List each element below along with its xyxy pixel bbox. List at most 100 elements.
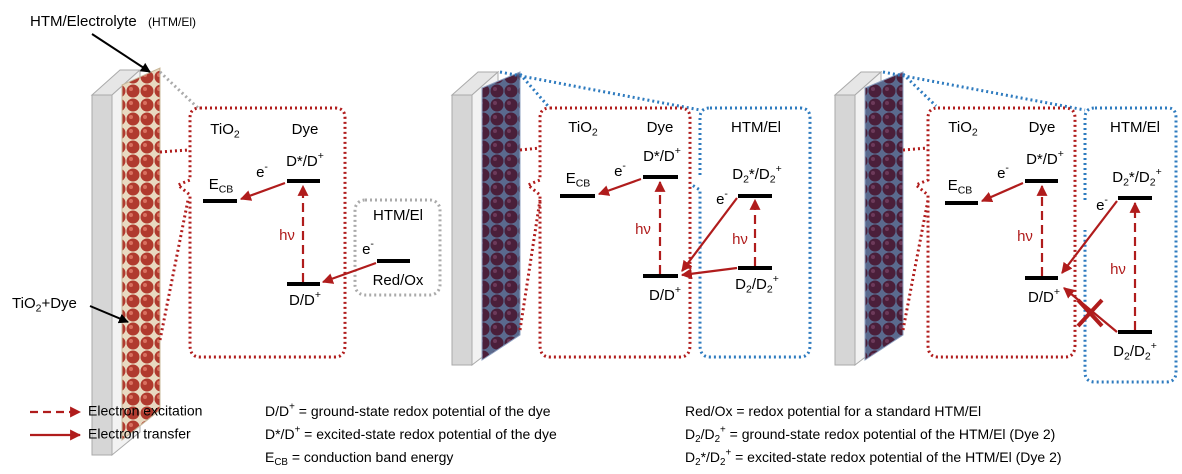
script-text: 2 [720, 457, 725, 468]
script-text: - [724, 188, 728, 200]
text-part: D/D [265, 403, 289, 419]
script-text: - [622, 160, 626, 172]
script-text: + [1058, 148, 1064, 160]
text-part: = ground-state redox potential of the dy… [295, 403, 551, 419]
text-part: D*/D [1026, 151, 1058, 168]
text-part: */D [749, 166, 770, 183]
script-text: 2 [770, 173, 776, 185]
arrows [30, 34, 1135, 435]
htm-el: HTM/El [1110, 119, 1160, 136]
text-part: E [209, 176, 219, 193]
definition: ECB = conduction band energy [265, 449, 453, 468]
text-part: E [265, 449, 274, 465]
script-text: CB [576, 177, 591, 189]
text-part: /D [701, 426, 715, 442]
script-text: + [1054, 286, 1060, 298]
text-part: TiO [12, 295, 36, 312]
script-text: - [264, 161, 268, 173]
dye: Dye [1029, 119, 1056, 136]
d2star: D2*/D2+ [732, 163, 782, 186]
redox: Red/Ox [373, 272, 424, 289]
text-part: D*/D [286, 153, 318, 170]
script-text: 2 [592, 126, 598, 138]
script-text: + [675, 284, 681, 296]
d: D/D+ [289, 289, 321, 309]
text-part: D [685, 426, 695, 442]
text-part: D/D [289, 292, 315, 309]
text-part: /D [752, 276, 767, 293]
text-part: e [256, 164, 264, 181]
text-part: = ground-state redox potential of the HT… [726, 426, 1056, 442]
script-text: 2 [715, 434, 720, 445]
d2: D2/D2+ [735, 273, 779, 296]
tio2: TiO2 [568, 119, 598, 138]
definition: D/D+ = ground-state redox potential of t… [265, 401, 551, 419]
script-text: 2 [972, 126, 978, 138]
ecb: ECB [566, 170, 591, 189]
text-part: */D [701, 449, 720, 465]
dye-box [178, 108, 345, 357]
d: D/D+ [1028, 286, 1060, 306]
tio2: TiO2 [210, 121, 240, 140]
hv-dye: hν [1017, 228, 1033, 245]
text-part: D/D [649, 287, 675, 304]
legend-label: Electron transfer [88, 426, 191, 442]
dstar: D*/D+ [643, 145, 681, 165]
text-part: */D [1129, 169, 1150, 186]
definition: D*/D+ = excited-state redox potential of… [265, 424, 557, 442]
dstar: D*/D+ [1026, 148, 1064, 168]
script-text: + [318, 150, 324, 162]
d: D/D+ [649, 284, 681, 304]
text-part: e [362, 241, 370, 258]
e-htm: e- [716, 188, 728, 208]
dye: Dye [647, 119, 674, 136]
text-part: e [997, 165, 1005, 182]
text-part: E [566, 170, 576, 187]
ecb: ECB [948, 177, 973, 196]
e-dye: e- [256, 161, 268, 181]
script-text: CB [958, 184, 973, 196]
device-label: TiO2+Dye [12, 295, 77, 314]
legend-label: Electron excitation [88, 403, 202, 419]
text-part: = excited-state redox potential of the d… [300, 426, 557, 442]
text-part: D [1113, 343, 1124, 360]
text-part: D*/D [265, 426, 295, 442]
script-text: 2 [1145, 350, 1151, 362]
e-htm: e- [1096, 194, 1108, 214]
text-part: TiO [210, 121, 234, 138]
text-part: = conduction band energy [288, 449, 453, 465]
script-text: 2 [1150, 176, 1156, 188]
device [452, 72, 700, 365]
text-part: D [732, 166, 743, 183]
text-part: Red/Ox = redox potential for a standard … [685, 403, 981, 419]
tio2: TiO2 [948, 119, 978, 138]
script-text: - [1104, 194, 1108, 206]
text-part: TiO [568, 119, 592, 136]
htm-el: HTM/El [373, 207, 423, 224]
ecb: ECB [209, 176, 234, 195]
e-dye: e- [997, 162, 1009, 182]
script-text: + [776, 163, 782, 175]
definition: D2/D2+ = ground-state redox potential of… [685, 424, 1055, 445]
e-dye: e- [614, 160, 626, 180]
hv-dye: hν [279, 227, 295, 244]
text-part: /D [1130, 343, 1145, 360]
diagram: HTM/Electrolyte(HTM/El)TiO2+DyeTiO2DyeEC… [0, 0, 1182, 469]
script-text: 2 [767, 283, 773, 295]
e-htm: e- [362, 238, 374, 258]
script-text: + [675, 145, 681, 157]
device [835, 72, 1085, 365]
text-part: e [614, 163, 622, 180]
text-part: D [685, 449, 695, 465]
text-part: D/D [1028, 289, 1054, 306]
definition: Red/Ox = redox potential for a standard … [685, 403, 981, 419]
text-part: D [735, 276, 746, 293]
header-label: HTM/Electrolyte [30, 13, 137, 30]
text-part: D*/D [643, 148, 675, 165]
script-text: + [773, 273, 779, 285]
text-part: TiO [948, 119, 972, 136]
script-text: - [370, 238, 374, 250]
script-text: CB [274, 457, 288, 468]
htm-el: HTM/El [731, 119, 781, 136]
text-part: = excited-state redox potential of the H… [731, 449, 1061, 465]
